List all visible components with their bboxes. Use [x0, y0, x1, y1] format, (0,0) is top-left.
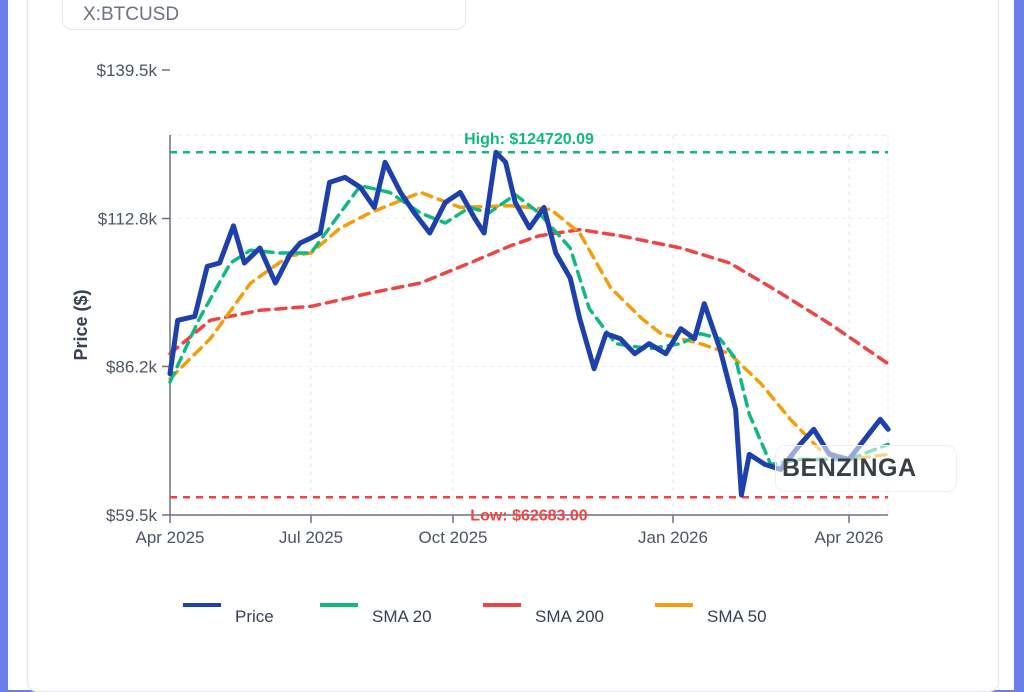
x-tick-label: Apr 2025 [136, 528, 205, 547]
high-label: High: $124720.09 [464, 131, 594, 148]
y-tick-label: $59.5k [106, 506, 158, 525]
y-tick-label: $139.5k [97, 61, 158, 80]
symbol-box: X:BTCUSD [62, 0, 466, 30]
series-line-price [167, 149, 891, 498]
chart-card [27, 0, 999, 692]
x-tick-label: Jan 2026 [638, 528, 708, 547]
legend-label: SMA 200 [535, 607, 604, 626]
y-axis-title: Price ($) [71, 289, 91, 360]
low-label: Low: $62683.00 [470, 507, 588, 524]
series-line-sma-20 [168, 183, 890, 467]
price-chart: Apr 2025 Jul 2025 Oct 2025 Jan 2026 Apr 2026… [71, 61, 891, 626]
y-tick-label: $86.2k [106, 357, 158, 376]
symbol-label: X:BTCUSD [83, 4, 180, 25]
x-tick-label: Jul 2025 [279, 528, 343, 547]
series-line-sma-50 [168, 190, 890, 462]
x-tick-label: Apr 2026 [815, 528, 884, 547]
legend-label: SMA 20 [372, 607, 432, 626]
legend-label: Price [235, 607, 274, 626]
x-tick-label: Oct 2025 [419, 528, 488, 547]
series-line-sma-200 [168, 227, 890, 366]
legend-label: SMA 50 [707, 607, 767, 626]
y-tick-label: $112.8k [98, 210, 158, 229]
watermark-text: BENZINGA [782, 454, 917, 482]
benzinga-watermark: BENZINGA [775, 445, 957, 492]
